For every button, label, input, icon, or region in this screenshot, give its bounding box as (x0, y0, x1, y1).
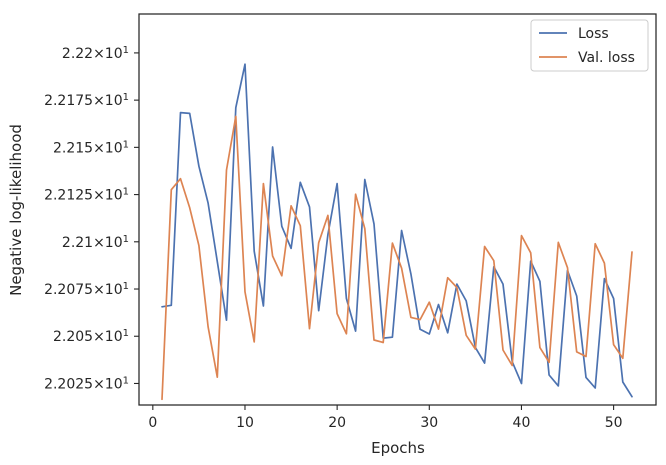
y-tick-times: ×10 (93, 140, 123, 156)
y-tick-mantissa: 2.215 (53, 140, 93, 156)
y-tick-mantissa: 2.21 (62, 235, 93, 251)
x-axis-label: Epochs (371, 439, 425, 457)
x-tick-label: 30 (420, 415, 438, 431)
y-tick-exponent: 1 (123, 328, 129, 339)
y-tick-exponent: 1 (123, 375, 129, 386)
x-tick-label: 40 (513, 415, 531, 431)
x-tick-label: 0 (148, 415, 157, 431)
series-group (161, 63, 633, 401)
y-tick-exponent: 1 (123, 139, 129, 150)
y-tick-times: ×10 (93, 46, 123, 62)
y-tick-mantissa: 2.2125 (44, 188, 93, 204)
series-line-loss (161, 63, 633, 398)
y-tick-label: 2.2075×101 (44, 281, 129, 299)
legend-label: Loss (578, 26, 609, 42)
y-tick-label: 2.2125×101 (44, 186, 129, 204)
y-tick-label: 2.22×101 (62, 44, 129, 62)
y-tick-mantissa: 2.22 (62, 46, 93, 62)
series-line-val-loss (161, 115, 633, 401)
y-axis-label: Negative log-likelihood (7, 124, 25, 296)
y-tick-mantissa: 2.2175 (44, 93, 93, 109)
y-tick-exponent: 1 (123, 44, 129, 55)
y-tick-times: ×10 (93, 93, 123, 109)
y-tick-label: 2.21×101 (62, 233, 129, 251)
x-axis: 0 10 20 30 40 50 (148, 405, 623, 431)
y-tick-times: ×10 (93, 376, 123, 392)
x-tick-label: 50 (605, 415, 623, 431)
y-tick-times: ×10 (93, 188, 123, 204)
y-tick-times: ×10 (93, 235, 123, 251)
y-tick-label: 2.205×101 (53, 328, 129, 346)
y-tick-exponent: 1 (123, 186, 129, 197)
y-tick-label: 2.2175×101 (44, 92, 129, 110)
x-tick-label: 20 (328, 415, 346, 431)
legend: Loss Val. loss (530, 19, 649, 72)
y-tick-label: 2.215×101 (53, 139, 129, 157)
y-tick-exponent: 1 (123, 92, 129, 103)
y-tick-mantissa: 2.2025 (44, 376, 93, 392)
y-tick-exponent: 1 (123, 233, 129, 244)
y-tick-times: ×10 (93, 282, 123, 298)
x-tick-label: 10 (236, 415, 254, 431)
y-tick-times: ×10 (93, 329, 123, 345)
plot-frame (138, 13, 657, 406)
legend-label: Val. loss (578, 50, 635, 66)
y-tick-mantissa: 2.205 (53, 329, 93, 345)
plot-border (138, 13, 657, 406)
y-tick-label: 2.2025×101 (44, 375, 129, 393)
y-tick-exponent: 1 (123, 281, 129, 292)
y-tick-mantissa: 2.2075 (44, 282, 93, 298)
y-axis: 2.2025×1012.205×1012.2075×1012.21×1012.2… (44, 44, 139, 392)
